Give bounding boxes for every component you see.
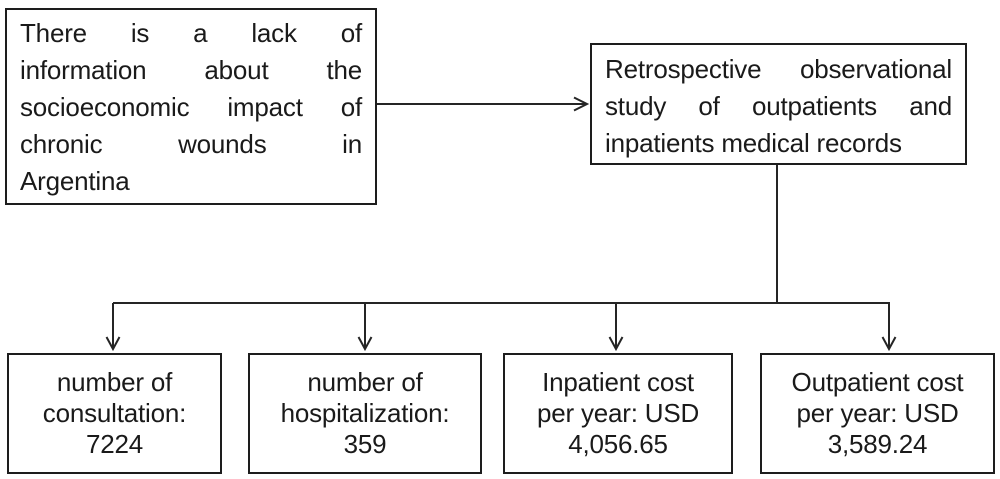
problem-box-text-line: Argentina [20, 166, 130, 196]
connector-problem-to-study-arrowhead [573, 96, 590, 112]
outcome-text-line: consultation: [42, 398, 187, 428]
problem-box-text-line: chronic wounds in [20, 129, 362, 159]
study-box-text-line: inpatients medical records [605, 128, 902, 158]
outcome-box-consultations: number of consultation: 7224 [7, 353, 222, 474]
study-box-text-line: study of outpatients and [605, 91, 952, 121]
outcome-text-line: number of [307, 367, 423, 397]
outcome-value: 359 [343, 429, 387, 459]
outcome-box-inpatient-cost: Inpatient cost per year: USD 4,056.65 [503, 353, 733, 474]
outcome-text-line: hospitalization: [280, 398, 450, 428]
problem-box-text-line: There is a lack of [20, 18, 362, 48]
outcome-text-line: number of [56, 367, 173, 397]
outcome-value: 7224 [85, 429, 144, 459]
connector-to-outpatient-cost-arrowhead [881, 336, 897, 352]
outcome-text-line: Outpatient cost [791, 367, 964, 397]
problem-box-text-line: socioeconomic impact of [20, 92, 362, 122]
problem-box-text-line: information about the [20, 55, 362, 85]
outcome-value: 4,056.65 [568, 429, 668, 459]
study-box-text-line: Retrospective observational [605, 54, 952, 84]
outcome-box-hospitalizations: number of hospitalization: 359 [248, 353, 482, 474]
problem-statement-box: There is a lack of information about the… [5, 8, 377, 205]
connector-to-hospitalizations-arrowhead [357, 336, 373, 352]
outcome-box-outpatient-cost: Outpatient cost per year: USD 3,589.24 [760, 353, 995, 474]
outcome-text-line: per year: USD [796, 398, 959, 428]
connector-to-consultations-arrowhead [105, 336, 121, 352]
study-design-box: Retrospective observational study of out… [590, 43, 967, 165]
connector-to-inpatient-cost-arrowhead [608, 336, 624, 352]
outcome-text-line: Inpatient cost [542, 367, 694, 397]
outcome-text-line: per year: USD [536, 398, 700, 428]
outcome-value: 3,589.24 [827, 429, 928, 459]
